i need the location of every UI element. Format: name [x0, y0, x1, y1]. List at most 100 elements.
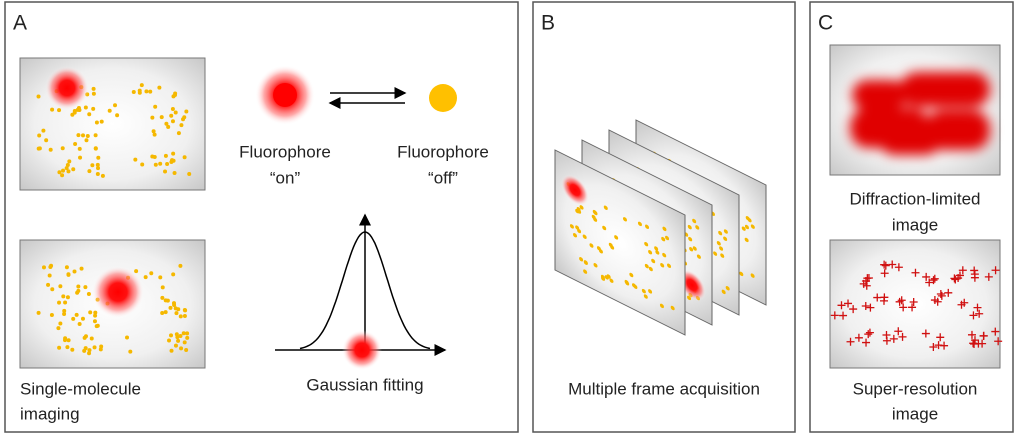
- molecule: [60, 173, 64, 177]
- molecule: [90, 163, 94, 167]
- molecule: [65, 265, 69, 269]
- molecule: [83, 336, 87, 340]
- molecule: [63, 336, 67, 340]
- caption: Gaussian fitting: [306, 375, 423, 394]
- molecule: [81, 317, 85, 321]
- molecule: [94, 133, 98, 137]
- panel-label: C: [818, 12, 833, 35]
- caption: imaging: [20, 404, 80, 423]
- molecule: [164, 298, 168, 302]
- molecule: [183, 340, 187, 344]
- molecule: [95, 121, 99, 125]
- molecule: [115, 113, 119, 117]
- molecule: [174, 110, 178, 114]
- molecule: [174, 311, 178, 315]
- molecule: [62, 309, 66, 313]
- molecule: [183, 314, 187, 318]
- molecule: [140, 162, 144, 166]
- molecule: [174, 306, 178, 310]
- molecule: [108, 109, 112, 113]
- molecule: [71, 167, 75, 171]
- molecule: [144, 275, 148, 279]
- molecule: [172, 159, 176, 163]
- diffraction-blob: [850, 72, 990, 155]
- caption: “off”: [428, 168, 458, 187]
- molecule: [153, 133, 157, 137]
- molecule: [46, 283, 50, 287]
- figure: A B C Fluorophore “on” Fluorophore “off”…: [0, 0, 1016, 434]
- molecule: [41, 129, 45, 133]
- molecule: [38, 146, 42, 150]
- molecule: [150, 116, 154, 120]
- molecule: [158, 162, 162, 166]
- molecule: [48, 273, 52, 277]
- molecule: [61, 169, 65, 173]
- molecule: [182, 115, 186, 119]
- caption: image: [892, 404, 938, 423]
- molecule: [185, 336, 189, 340]
- molecule: [125, 336, 129, 340]
- molecule: [91, 107, 95, 111]
- molecule: [154, 163, 158, 167]
- molecule: [42, 265, 46, 269]
- molecule: [96, 166, 100, 170]
- molecule: [160, 311, 164, 315]
- molecule: [75, 313, 79, 317]
- molecule: [100, 120, 104, 124]
- molecule: [93, 319, 97, 323]
- molecule: [138, 89, 142, 93]
- molecule: [84, 105, 88, 109]
- molecule: [76, 108, 80, 112]
- molecule: [95, 324, 99, 328]
- molecule: [96, 156, 100, 160]
- molecule: [179, 314, 183, 318]
- frame-stack: [555, 120, 766, 335]
- molecule: [58, 322, 62, 326]
- panel-label: B: [541, 12, 555, 35]
- molecule: [168, 306, 172, 310]
- molecule: [152, 129, 156, 133]
- molecule: [66, 295, 70, 299]
- molecule: [76, 133, 80, 137]
- molecule: [140, 83, 144, 87]
- molecule: [94, 147, 98, 151]
- molecule: [70, 348, 74, 352]
- molecule: [67, 159, 71, 163]
- fluorescence-glow: [92, 266, 144, 318]
- molecule: [183, 308, 187, 312]
- molecule: [175, 332, 179, 336]
- molecule: [165, 162, 169, 166]
- fluorescence-glow: [342, 330, 382, 370]
- molecule: [128, 350, 132, 354]
- molecule: [37, 311, 41, 315]
- molecule: [171, 152, 175, 156]
- molecule: [93, 345, 97, 349]
- caption: Diffraction-limited: [849, 189, 980, 208]
- molecule: [161, 285, 165, 289]
- molecule: [84, 346, 88, 350]
- molecule: [164, 122, 168, 126]
- molecule: [178, 264, 182, 268]
- molecule: [164, 154, 168, 158]
- molecule: [99, 345, 103, 349]
- molecule: [87, 348, 91, 352]
- molecule: [163, 169, 167, 173]
- molecule: [144, 89, 148, 93]
- molecule: [164, 310, 168, 314]
- image-frame: [830, 240, 1000, 368]
- molecule: [113, 103, 117, 107]
- panel-label: A: [13, 12, 27, 35]
- caption: Multiple frame acquisition: [568, 379, 760, 398]
- molecule: [63, 301, 67, 305]
- molecule: [87, 112, 91, 116]
- molecule: [66, 272, 70, 276]
- molecule: [44, 138, 48, 142]
- molecule: [171, 272, 175, 276]
- molecule: [50, 287, 54, 291]
- caption: Fluorophore: [397, 142, 489, 161]
- molecule: [132, 90, 136, 94]
- caption: Fluorophore: [239, 142, 331, 161]
- caption: Super-resolution: [853, 379, 978, 398]
- molecule: [87, 169, 91, 173]
- molecule: [179, 346, 183, 350]
